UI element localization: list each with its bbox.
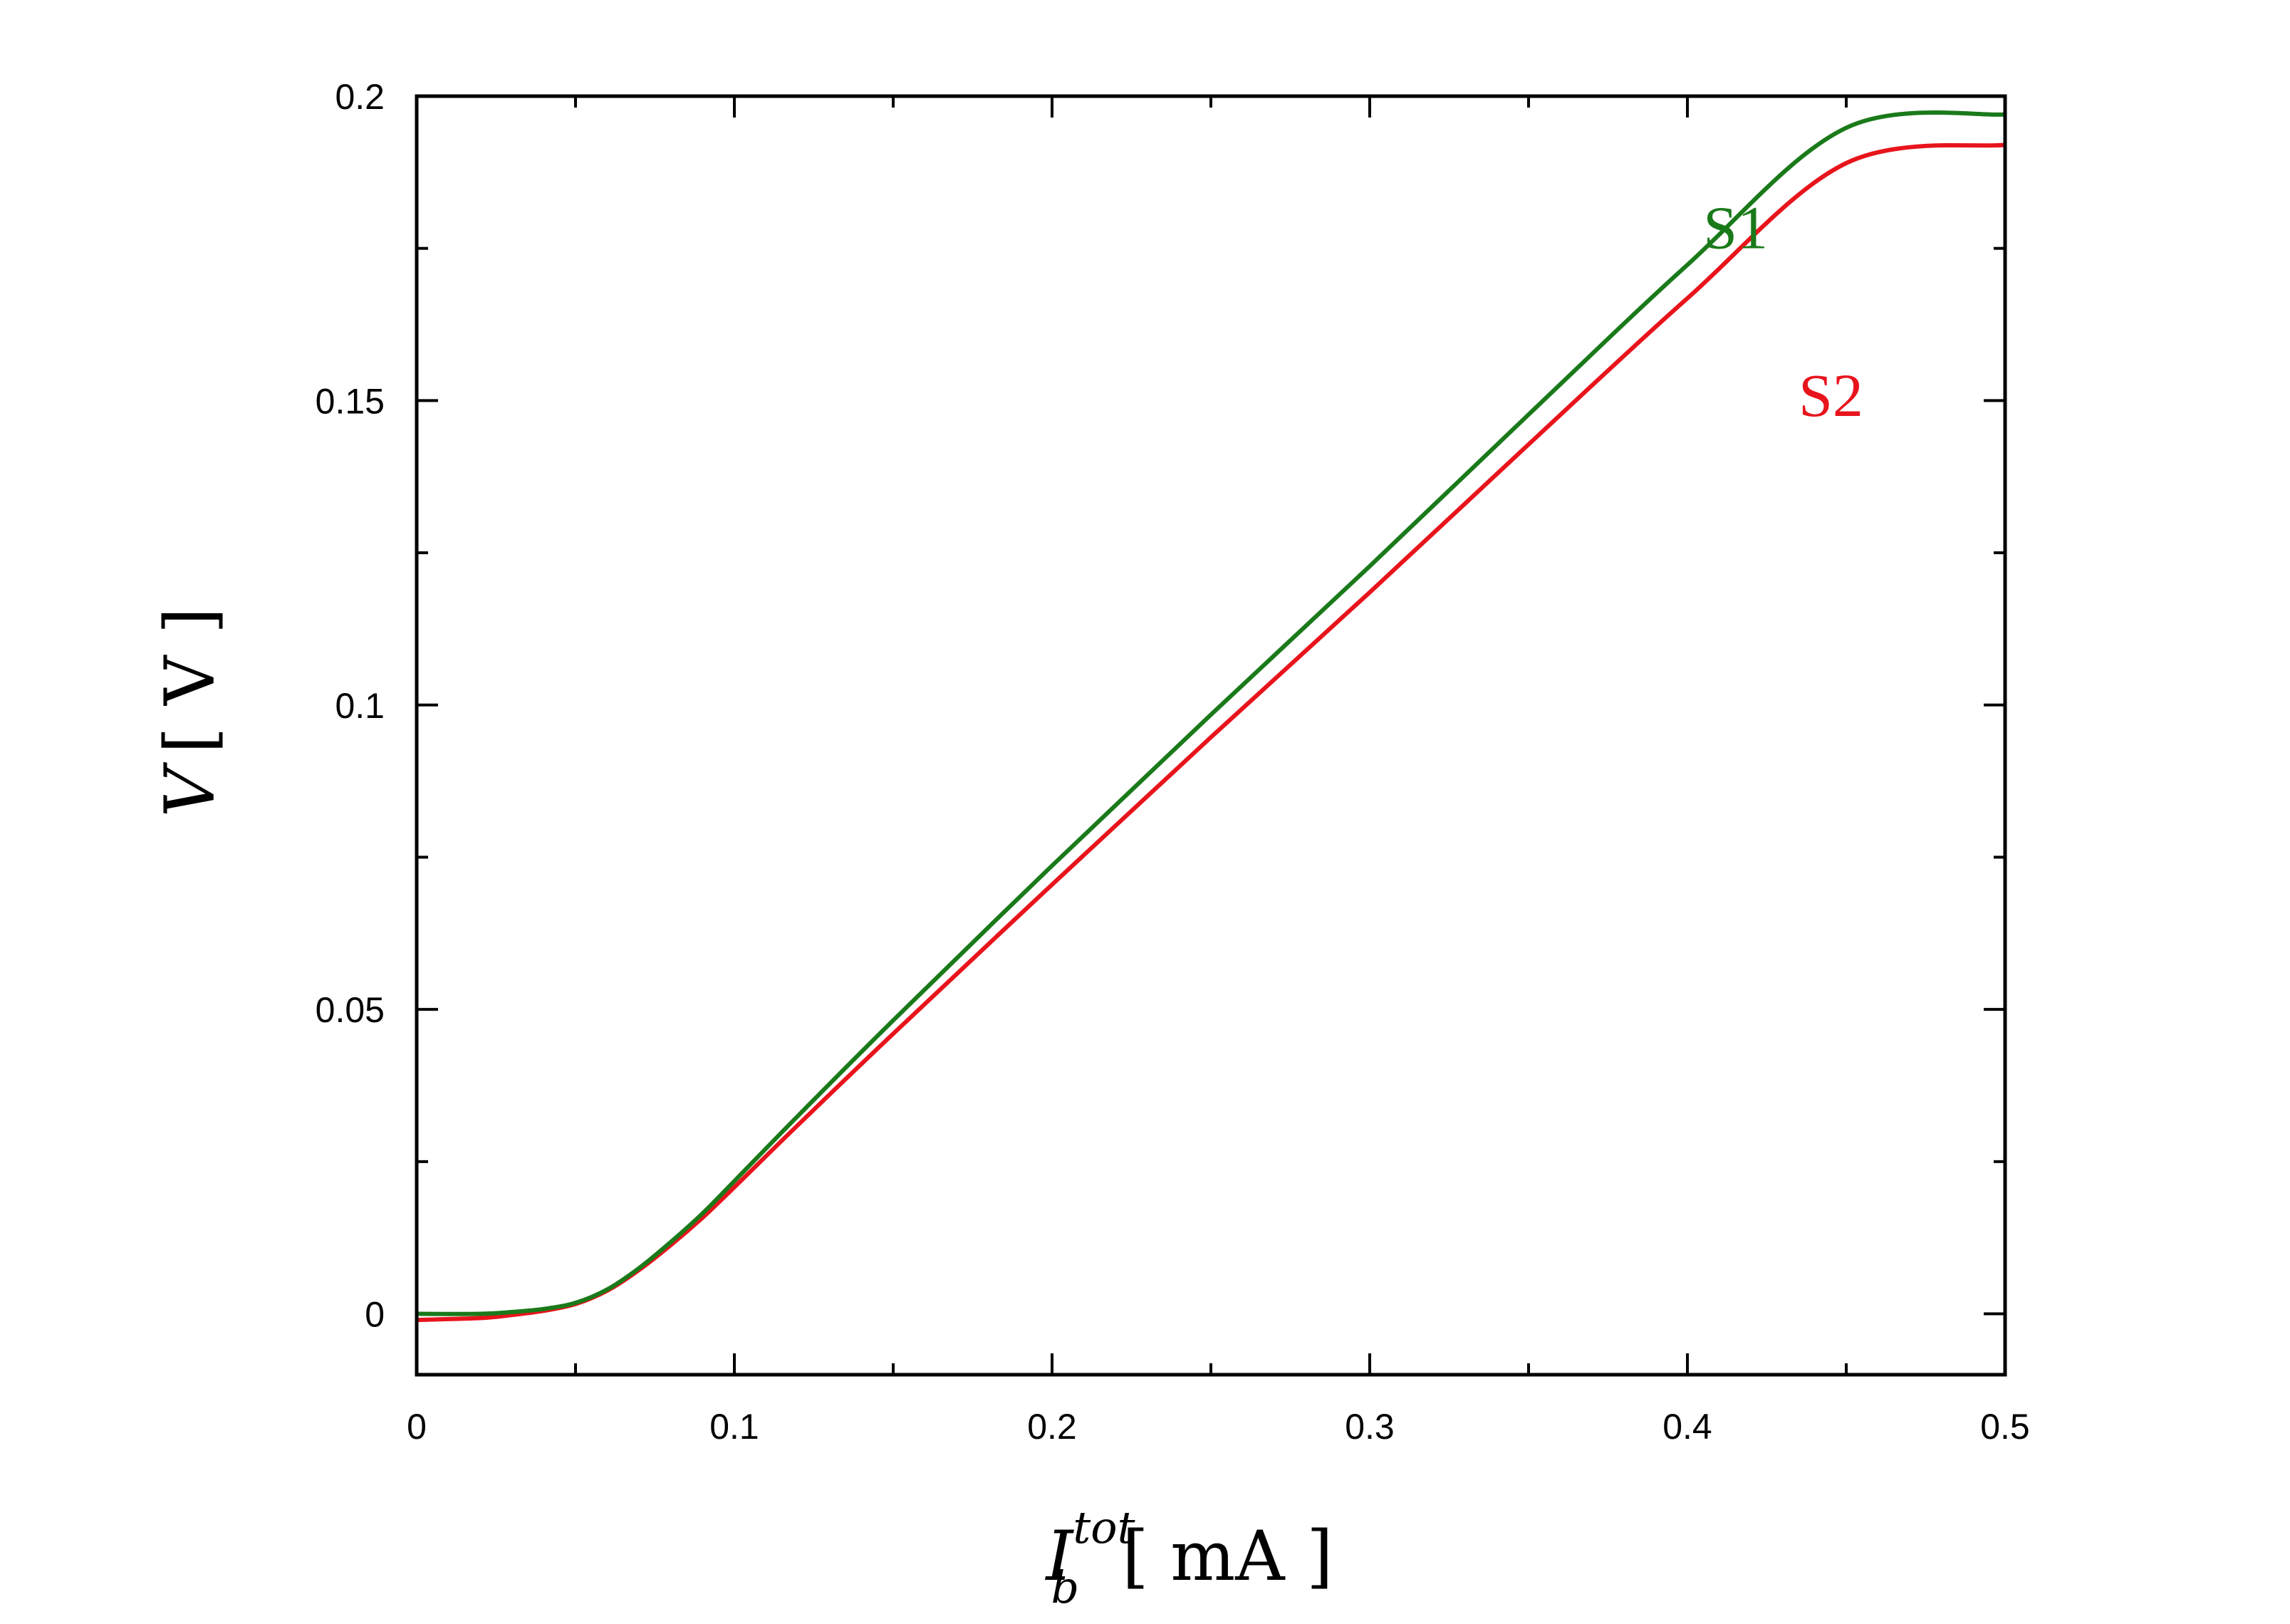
y-tick-label: 0 xyxy=(365,1295,385,1335)
y-tick-label: 0.05 xyxy=(316,990,385,1030)
series-line-s1 xyxy=(416,110,2006,1316)
y-axis-title: V[ V ] xyxy=(150,608,230,818)
x-tick-label: 0.2 xyxy=(1027,1407,1077,1447)
minor-ticks xyxy=(417,96,2005,1375)
y-axis-unit: V xyxy=(150,655,230,706)
plot-frame xyxy=(415,94,2007,1377)
x-tick-labels: 0 0.1 0.2 0.3 0.4 0.5 xyxy=(407,1407,2030,1447)
x-tick-label: 0.1 xyxy=(709,1407,759,1447)
x-axis-subscript: b xyxy=(1051,1561,1080,1613)
series-lines xyxy=(416,110,2006,1323)
y-axis-symbol: V xyxy=(150,761,230,817)
x-tick-label: 0.4 xyxy=(1662,1407,1712,1447)
x-axis-symbol: I xyxy=(1044,1516,1074,1596)
series-label-s1: S1 xyxy=(1703,194,1768,262)
y-tick-label: 0.2 xyxy=(335,77,385,117)
series-line-s2 xyxy=(416,142,2006,1323)
x-tick-label: 0.3 xyxy=(1345,1407,1395,1447)
x-axis-unit: mA xyxy=(1170,1516,1286,1596)
y-tick-label: 0.15 xyxy=(316,381,385,421)
series-label-s2: S2 xyxy=(1799,361,1863,430)
y-tick-label: 0.1 xyxy=(335,686,385,726)
x-axis-superscript: tot xyxy=(1073,1501,1135,1553)
x-axis-title: Itot b[ mA ] xyxy=(1044,1501,1333,1613)
series-labels: S1 S2 xyxy=(1703,194,1863,430)
x-tick-label: 0.5 xyxy=(1980,1407,2030,1447)
x-tick-label: 0 xyxy=(407,1407,427,1447)
y-tick-labels: 0 0.05 0.1 0.15 0.2 xyxy=(316,77,385,1335)
